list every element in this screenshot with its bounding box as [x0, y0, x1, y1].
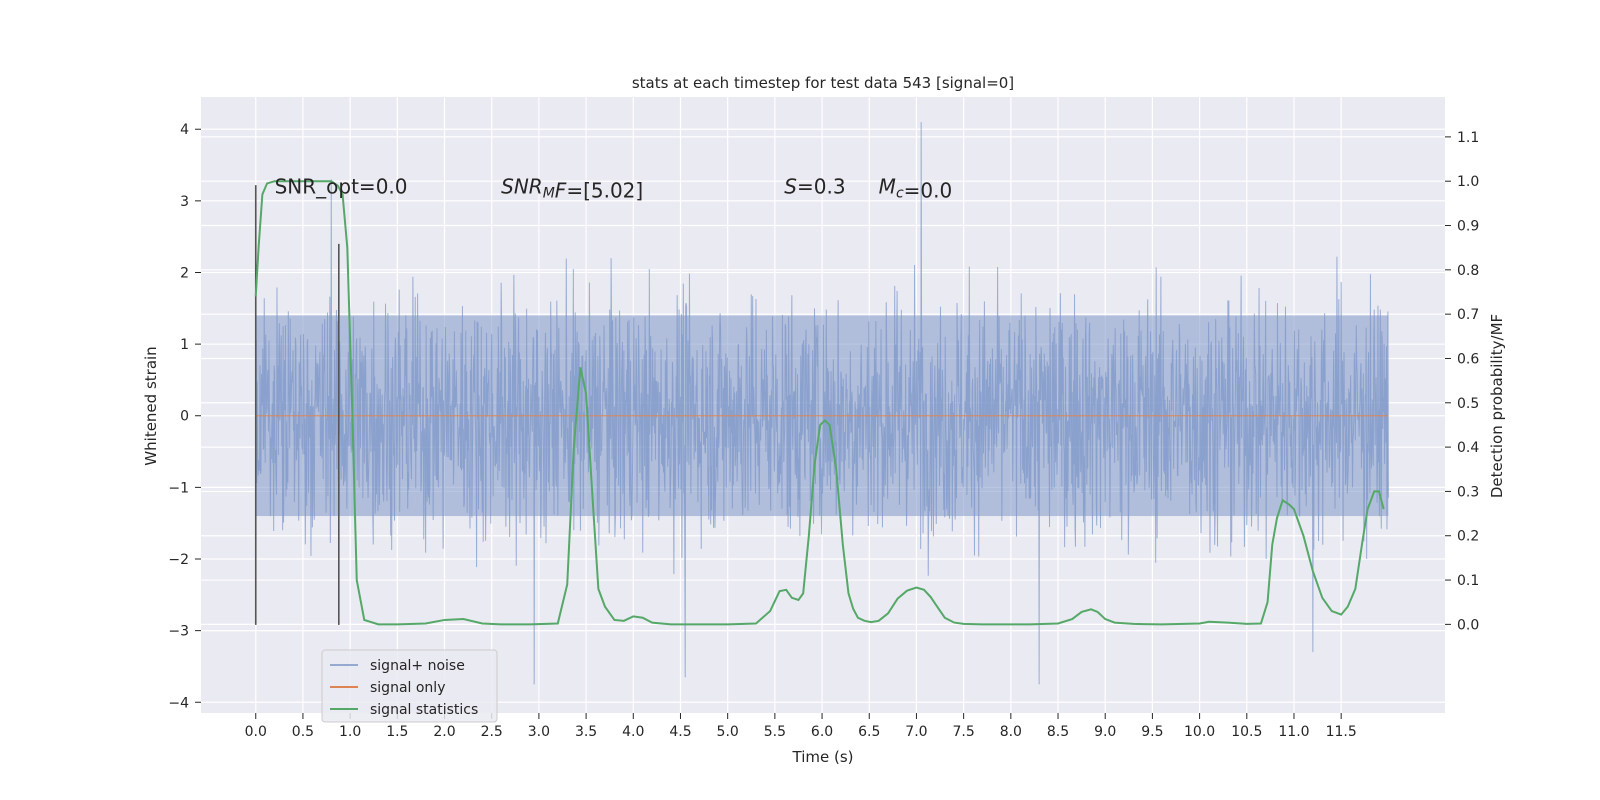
y-right-tick-label: 0.6: [1457, 351, 1479, 367]
x-tick-label: 10.0: [1184, 724, 1215, 740]
y-right-tick-label: 0.8: [1457, 263, 1479, 279]
noise-line: [255, 122, 1389, 685]
y-left-tick-label: 4: [180, 122, 189, 138]
x-tick-label: 7.0: [905, 724, 927, 740]
x-tick-label: 6.0: [811, 724, 833, 740]
annotations: SNR_opt=0.0 SNRMF=[5.02] S=0.3 Mc=0.0: [275, 175, 953, 203]
y-right-tick-label: 0.0: [1457, 617, 1479, 633]
y-left-tick-label: −2: [168, 552, 189, 568]
signal-statistics-series: [254, 180, 1385, 626]
x-tick-label: 4.5: [669, 724, 691, 740]
x-tick-label: 3.0: [528, 724, 550, 740]
y-right-tick-label: 1.0: [1457, 174, 1479, 190]
x-tick-label: 2.5: [481, 724, 503, 740]
y-axis-right-label: Detection probability/MF: [1488, 314, 1506, 498]
x-tick-label: 0.0: [245, 724, 267, 740]
x-tick-label: 11.0: [1278, 724, 1309, 740]
annotation-snr-opt: SNR_opt=0.0: [275, 175, 408, 199]
y-right-tick-label: 0.3: [1457, 484, 1479, 500]
annotation-snr-mf: SNRMF=[5.02]: [501, 175, 643, 203]
x-tick-label: 9.0: [1094, 724, 1116, 740]
legend-label: signal+ noise: [370, 658, 465, 674]
x-tick-label: 1.5: [386, 724, 408, 740]
y-left-tick-label: 2: [180, 265, 189, 281]
y-left-tick-label: 3: [180, 194, 189, 210]
annotation-mc-value: Mc=0.0: [879, 175, 953, 203]
chart-title: stats at each timestep for test data 543…: [632, 74, 1014, 92]
x-tick-label: 4.0: [622, 724, 644, 740]
y-left-tick-label: −3: [168, 624, 189, 640]
y-right-tick-label: 0.1: [1457, 573, 1479, 589]
x-axis-label: Time (s): [792, 748, 854, 766]
y-right-tick-label: 0.5: [1457, 396, 1479, 412]
legend: signal+ noise signal only signal statistic…: [321, 649, 498, 723]
vertical-lines: [254, 185, 340, 625]
y-right-tick-label: 0.9: [1457, 219, 1479, 235]
legend-label: signal statistics: [370, 702, 478, 718]
x-tick-label: 8.0: [1000, 724, 1022, 740]
x-tick-label: 5.0: [717, 724, 739, 740]
y-axis-left-label: Whitened strain: [142, 346, 160, 465]
x-tick-label: 3.5: [575, 724, 597, 740]
x-tick-label: 6.5: [858, 724, 880, 740]
y-left-tick-label: 0: [180, 409, 189, 425]
y-left-tick-label: −4: [168, 695, 189, 711]
y-left-tick-label: 1: [180, 337, 189, 353]
x-tick-label: 2.0: [433, 724, 455, 740]
y-right-tick-label: 1.1: [1457, 130, 1479, 146]
x-tick-label: 11.5: [1326, 724, 1357, 740]
x-tick-label: 5.5: [764, 724, 786, 740]
y-right-tick-label: 0.2: [1457, 529, 1479, 545]
x-tick-label: 1.0: [339, 724, 361, 740]
annotation-s-value: S=0.3: [784, 175, 845, 199]
x-tick-label: 0.5: [292, 724, 314, 740]
y-right-tick-label: 0.4: [1457, 440, 1479, 456]
x-tick-label: 7.5: [953, 724, 975, 740]
legend-label: signal only: [370, 680, 445, 696]
tick-layer: 0.0 0.5 1.0 1.5 2.0 2.5 3.0 3.5 4.0 4.5 5.0 5.5 6.0 6…: [168, 122, 1479, 740]
y-right-tick-label: 0.7: [1457, 307, 1479, 323]
statistics-line: [254, 180, 1385, 626]
y-left-tick-label: −1: [168, 480, 189, 496]
x-tick-label: 10.5: [1231, 724, 1262, 740]
legend-box: [321, 649, 498, 723]
x-tick-label: 9.5: [1141, 724, 1163, 740]
x-tick-label: 8.5: [1047, 724, 1069, 740]
